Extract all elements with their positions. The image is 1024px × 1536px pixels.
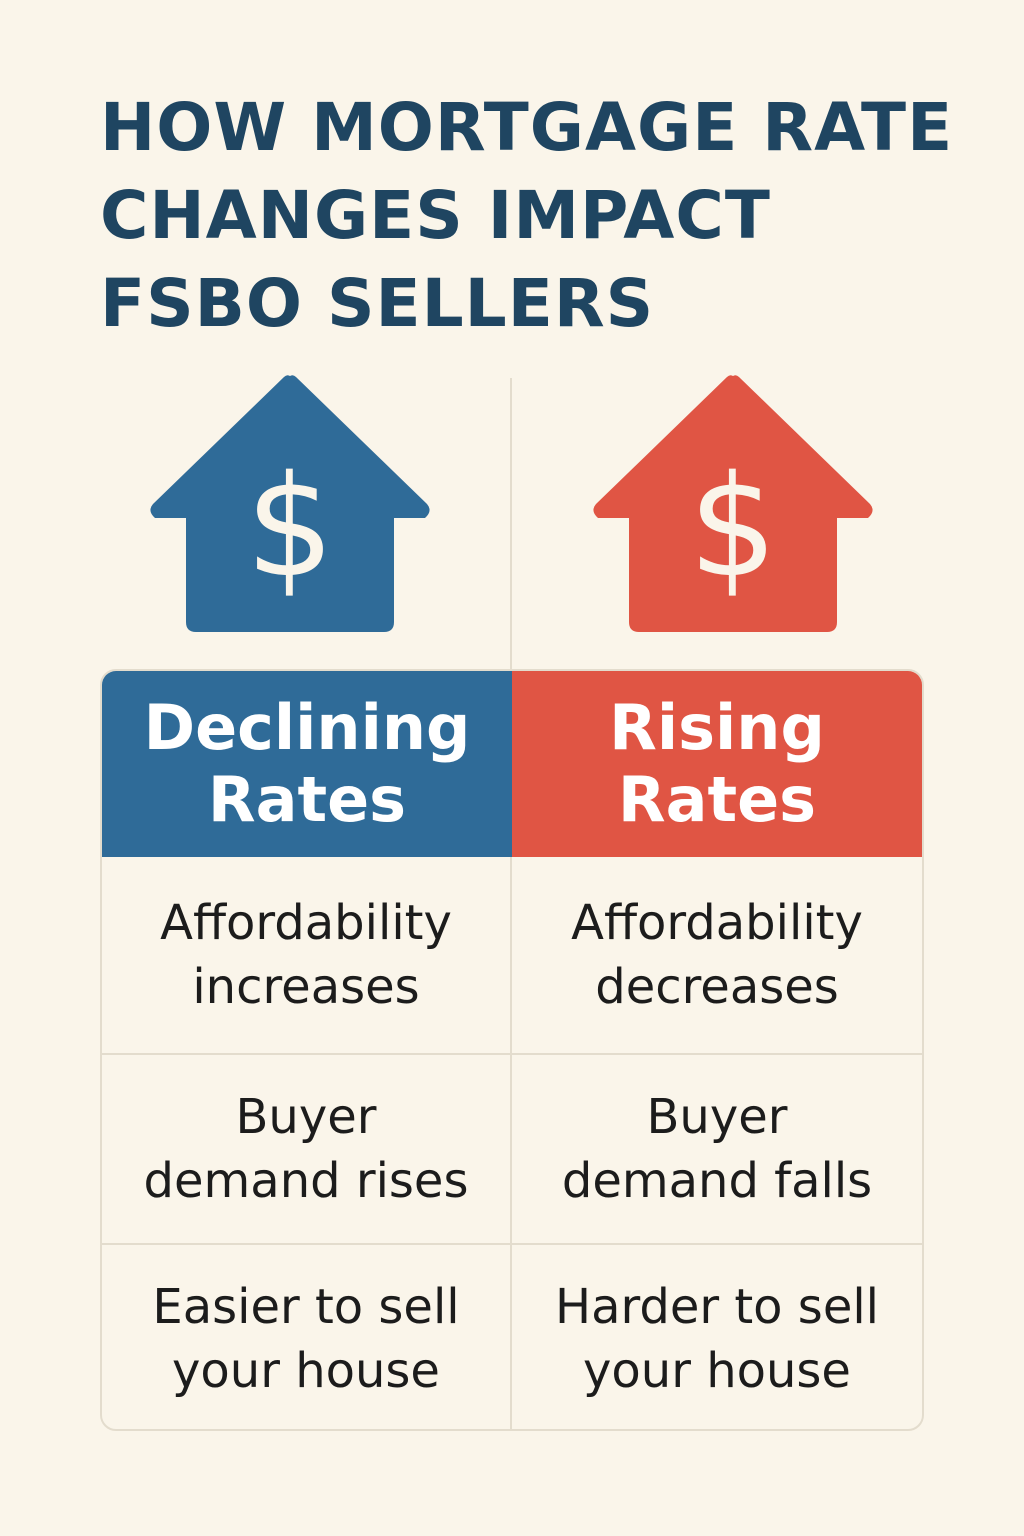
header-declining-line-2: Rates [207,763,407,836]
cell-line-1: Affordability [571,895,863,951]
comparison-table: Declining Rates Rising Rates Affordabili… [100,669,924,1431]
cell-rising-demand: Buyer demand falls [512,1055,922,1243]
cell-line-2: your house [583,1343,851,1399]
cell-line-1: Harder to sell [554,1279,880,1335]
cell-line-2: demand rises [143,1153,469,1209]
header-rising-line-1: Rising [609,691,825,764]
header-declining-line-1: Declining [143,691,471,764]
house-dollar-icon: $ [145,370,435,636]
column-divider [510,378,512,670]
cell-declining-sell: Easier to sell your house [102,1245,512,1429]
cell-line-1: Easier to sell [152,1279,460,1335]
cell-rising-affordability: Affordability decreases [512,857,922,1053]
declining-house-graphic: $ [150,375,430,632]
cell-line-1: Buyer [646,1089,788,1145]
title-line-2: CHANGES IMPACT [100,177,771,254]
table-header-row: Declining Rates Rising Rates [102,671,922,857]
rising-house-graphic: $ [593,375,873,632]
cell-declining-affordability: Affordability increases [102,857,512,1053]
cell-rising-sell: Harder to sell your house [512,1245,922,1429]
header-declining-rates: Declining Rates [102,671,512,857]
title-line-1: HOW MORTGAGE RATE [100,89,954,166]
cell-line-1: Buyer [235,1089,377,1145]
title-line-3: FSBO SELLERS [100,265,655,342]
dollar-sign-right: $ [688,446,777,609]
cell-line-2: demand falls [561,1153,873,1209]
cell-declining-demand: Buyer demand rises [102,1055,512,1243]
cell-line-2: decreases [595,959,839,1015]
dollar-sign-left: $ [245,446,334,609]
house-dollar-icon: $ [588,370,878,636]
table-row: Buyer demand rises Buyer demand falls [102,1053,922,1243]
header-rising-line-2: Rates [617,763,817,836]
table-row: Easier to sell your house Harder to sell… [102,1243,922,1429]
cell-line-1: Affordability [160,895,452,951]
page-title: HOW MORTGAGE RATE CHANGES IMPACT FSBO SE… [100,84,960,348]
cell-line-2: increases [192,959,420,1015]
cell-line-2: your house [172,1343,440,1399]
table-row: Affordability increases Affordability de… [102,857,922,1053]
header-rising-rates: Rising Rates [512,671,922,857]
